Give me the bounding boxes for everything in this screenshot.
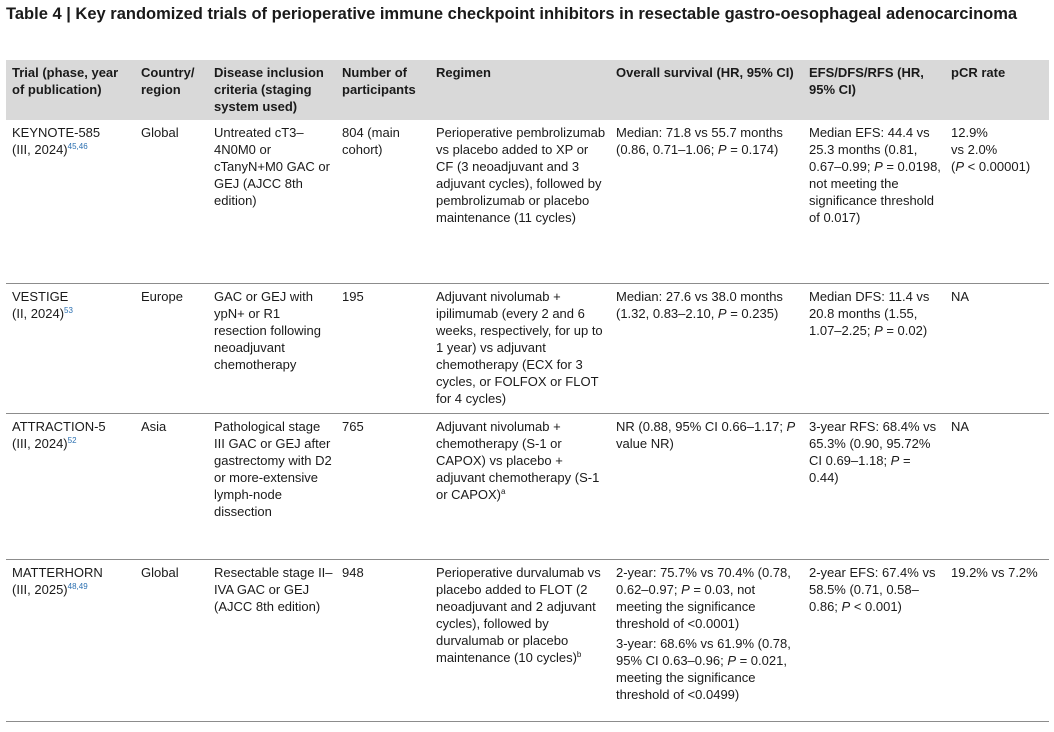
table-row: VESTIGE (II, 2024)53 Europe GAC or GEJ w… (6, 283, 1049, 413)
participants-cell: 804 (main cohort) (342, 125, 400, 157)
participants-cell: 195 (342, 288, 364, 304)
reference-link[interactable]: 53 (64, 305, 73, 315)
p-symbol: P (890, 452, 900, 468)
os-3-year: 3-year: 68.6% vs 61.9% (0.78, 95% CI 0.6… (616, 635, 800, 703)
table-row: ATTRACTION-5 (III, 2024)52 Asia Patholog… (6, 413, 1049, 559)
regimen-cell: Perioperative pembrolizumab vs placebo a… (436, 125, 606, 225)
header-row: Trial (phase, year of publication) Count… (6, 60, 1049, 120)
efs-text: Median EFS: 44.4 vs 25.3 months (0.81, 0… (809, 125, 930, 174)
os-text-end: = 0.174) (726, 142, 779, 157)
efs-text: 2-year EFS: 67.4% vs 58.5% (0.71, 0.58–0… (809, 564, 936, 614)
p-symbol: P (955, 159, 965, 174)
p-symbol: P (681, 581, 690, 597)
country-cell: Global (141, 125, 179, 140)
regimen-cell: Perioperative durvalumab vs placebo adde… (430, 559, 610, 721)
os-text: Median: 71.8 vs 55.7 months (0.86, 0.71–… (616, 125, 783, 157)
regimen-text: Perioperative durvalumab vs placebo adde… (436, 564, 601, 665)
trial-cell: ATTRACTION-5 (III, 2024)52 (6, 413, 135, 559)
efs-text-end: = 0.0198, not meeting the significance t… (809, 159, 941, 225)
pcr-p-text: < 0.00001) (964, 159, 1031, 174)
country-cell: Global (141, 564, 179, 580)
trial-phase: (III, 2025) (12, 581, 68, 597)
trial-name: ATTRACTION-5 (12, 418, 106, 434)
trial-phase: (III, 2024) (12, 435, 68, 451)
col-header-efs: EFS/DFS/RFS (HR, 95% CI) (803, 60, 945, 120)
col-header-regimen: Regimen (430, 60, 610, 120)
efs-text: 3-year RFS: 68.4% vs 65.3% (0.90, 95.72%… (809, 418, 937, 468)
criteria-cell: Untreated cT3–4N0M0 or cTanyN+M0 GAC or … (214, 125, 330, 208)
reference-link[interactable]: 45,46 (67, 142, 88, 151)
col-header-criteria: Disease inclusion criteria (staging syst… (208, 60, 336, 120)
pcr-cell: 19.2% vs 7.2% (951, 564, 1038, 580)
regimen-text: Adjuvant nivolumab + chemotherapy (S-1 o… (436, 418, 600, 502)
trial-phase: (II, 2024) (12, 305, 65, 321)
os-text: 3-year: 68.6% vs 61.9% (0.78, 95% CI 0.6… (616, 635, 791, 668)
pcr-value: 12.9% (951, 125, 988, 140)
col-header-participants: Number of participants (336, 60, 430, 120)
paren: ( (951, 159, 956, 174)
efs-text-end: = 0.44) (809, 452, 911, 485)
efs-cell: 3-year RFS: 68.4% vs 65.3% (0.90, 95.72%… (803, 413, 945, 559)
country-cell: Asia (141, 418, 167, 434)
trial-phase: (III, 2024) (12, 142, 68, 157)
table-title: Table 4 | Key randomized trials of perio… (6, 5, 1018, 23)
col-header-overall-survival: Overall survival (HR, 95% CI) (610, 60, 803, 120)
pcr-comparison: vs 2.0% (951, 142, 998, 157)
pcr-cell: NA (951, 288, 970, 304)
os-text: 2-year: 75.7% vs 70.4% (0.78, 0.62–0.97; (616, 564, 791, 597)
p-symbol: P (874, 159, 883, 174)
os-2-year: 2-year: 75.7% vs 70.4% (0.78, 0.62–0.97;… (616, 564, 800, 632)
trial-name: MATTERHORN (12, 564, 103, 580)
criteria-cell: Pathological stage III GAC or GEJ after … (214, 418, 332, 519)
pcr-cell: 12.9% vs 2.0% (P < 0.00001) (945, 120, 1049, 283)
pcr-p-value: (P < 0.00001) (951, 158, 1046, 175)
regimen-cell: Adjuvant nivolumab + chemotherapy (S-1 o… (430, 413, 610, 559)
footnote-marker: a (501, 486, 506, 496)
os-text-end: = 0.235) (726, 305, 779, 321)
reference-link[interactable]: 48,49 (67, 581, 88, 591)
efs-text: Median DFS: 11.4 vs 20.8 months (1.55, 1… (809, 288, 930, 338)
trial-name: VESTIGE (12, 288, 69, 304)
regimen-cell: Adjuvant nivolumab + ipilimumab (every 2… (436, 288, 603, 406)
p-symbol: P (841, 598, 851, 614)
trial-cell: MATTERHORN (III, 2025)48,49 (6, 559, 135, 721)
os-text-end: = 0.03, not meeting the significance thr… (616, 581, 756, 631)
table-row: KEYNOTE-585 (III, 2024)45,46 Global Untr… (6, 120, 1049, 283)
criteria-cell: GAC or GEJ with ypN+ or R1 resection fol… (214, 288, 321, 372)
p-symbol: P (727, 652, 736, 668)
trials-table: Trial (phase, year of publication) Count… (6, 60, 1049, 722)
efs-text-end: = 0.02) (882, 322, 928, 338)
trial-cell: VESTIGE (II, 2024)53 (6, 283, 135, 413)
criteria-cell: Resectable stage II–IVA GAC or GEJ (AJCC… (214, 564, 333, 614)
pcr-cell: NA (951, 418, 970, 434)
overall-survival-cell: Median: 27.6 vs 38.0 months (1.32, 0.83–… (610, 283, 803, 413)
efs-cell: Median EFS: 44.4 vs 25.3 months (0.81, 0… (803, 120, 945, 283)
overall-survival-cell: NR (0.88, 95% CI 0.66–1.17; P value NR) (610, 413, 803, 559)
table-row: MATTERHORN (III, 2025)48,49 Global Resec… (6, 559, 1049, 721)
os-text-end: value NR) (616, 435, 674, 451)
participants-cell: 948 (342, 564, 364, 580)
footnote-marker: b (576, 649, 582, 659)
os-text-end: = 0.021, meeting the significance thresh… (616, 652, 787, 702)
overall-survival-cell: 2-year: 75.7% vs 70.4% (0.78, 0.62–0.97;… (610, 559, 803, 721)
trial-cell: KEYNOTE-585 (III, 2024)45,46 (6, 120, 135, 283)
col-header-trial: Trial (phase, year of publication) (6, 60, 135, 120)
country-cell: Europe (141, 288, 183, 304)
efs-text-end: < 0.001) (850, 598, 902, 614)
reference-link[interactable]: 52 (67, 435, 77, 445)
p-symbol: P (874, 322, 883, 338)
efs-cell: 2-year EFS: 67.4% vs 58.5% (0.71, 0.58–0… (803, 559, 945, 721)
p-symbol: P (717, 305, 727, 321)
os-text: Median: 27.6 vs 38.0 months (1.32, 0.83–… (616, 288, 783, 321)
trial-name: KEYNOTE-585 (12, 125, 101, 140)
col-header-country: Country/ region (135, 60, 208, 120)
col-header-pcr: pCR rate (945, 60, 1049, 120)
overall-survival-cell: Median: 71.8 vs 55.7 months (0.86, 0.71–… (610, 120, 803, 283)
p-symbol: P (717, 142, 727, 157)
efs-cell: Median DFS: 11.4 vs 20.8 months (1.55, 1… (803, 283, 945, 413)
participants-cell: 765 (342, 418, 364, 434)
os-text: NR (0.88, 95% CI 0.66–1.17; (616, 418, 787, 434)
p-symbol: P (786, 418, 796, 434)
